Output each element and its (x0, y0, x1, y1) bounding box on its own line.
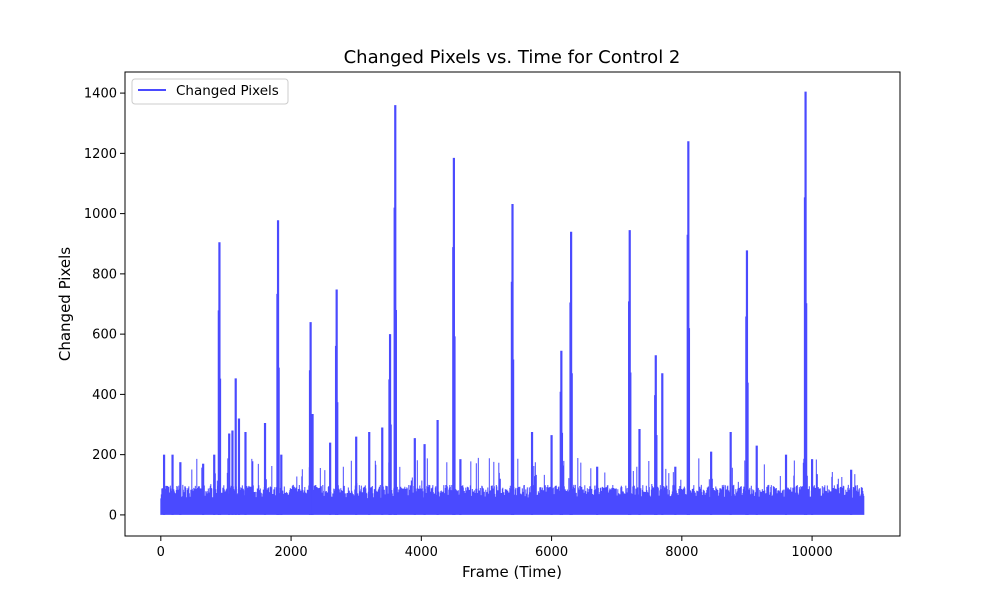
y-axis-ticks: 0 200 400 600 800 1000 1200 1400 (84, 87, 125, 523)
x-tick-label: 4000 (405, 545, 438, 560)
axes-frame (124, 71, 901, 537)
y-tick-label: 800 (92, 267, 117, 282)
y-tick-label: 600 (92, 328, 117, 343)
legend-label: Changed Pixels (176, 83, 279, 99)
chart-title: Changed Pixels vs. Time for Control 2 (344, 47, 681, 68)
y-tick-label: 400 (92, 388, 117, 403)
legend: Changed Pixels (131, 78, 289, 105)
x-tick-label: 6000 (535, 545, 568, 560)
x-tick-label: 8000 (665, 545, 698, 560)
series-changed-pixels (160, 91, 865, 515)
x-axis-ticks: 0 2000 4000 6000 8000 10000 (157, 536, 833, 560)
y-tick-label: 1000 (84, 207, 117, 222)
x-tick-label: 2000 (275, 545, 308, 560)
x-tick-label: 10000 (791, 545, 832, 560)
y-axis-label: Changed Pixels (56, 247, 74, 361)
y-tick-label: 1400 (84, 87, 117, 102)
y-tick-label: 200 (92, 448, 117, 463)
y-tick-label: 1200 (84, 147, 117, 162)
plot-area (160, 91, 865, 515)
x-tick-label: 0 (157, 545, 165, 560)
x-axis-label: Frame (Time) (462, 563, 562, 581)
y-tick-label: 0 (109, 508, 117, 523)
legend-box (131, 78, 289, 105)
